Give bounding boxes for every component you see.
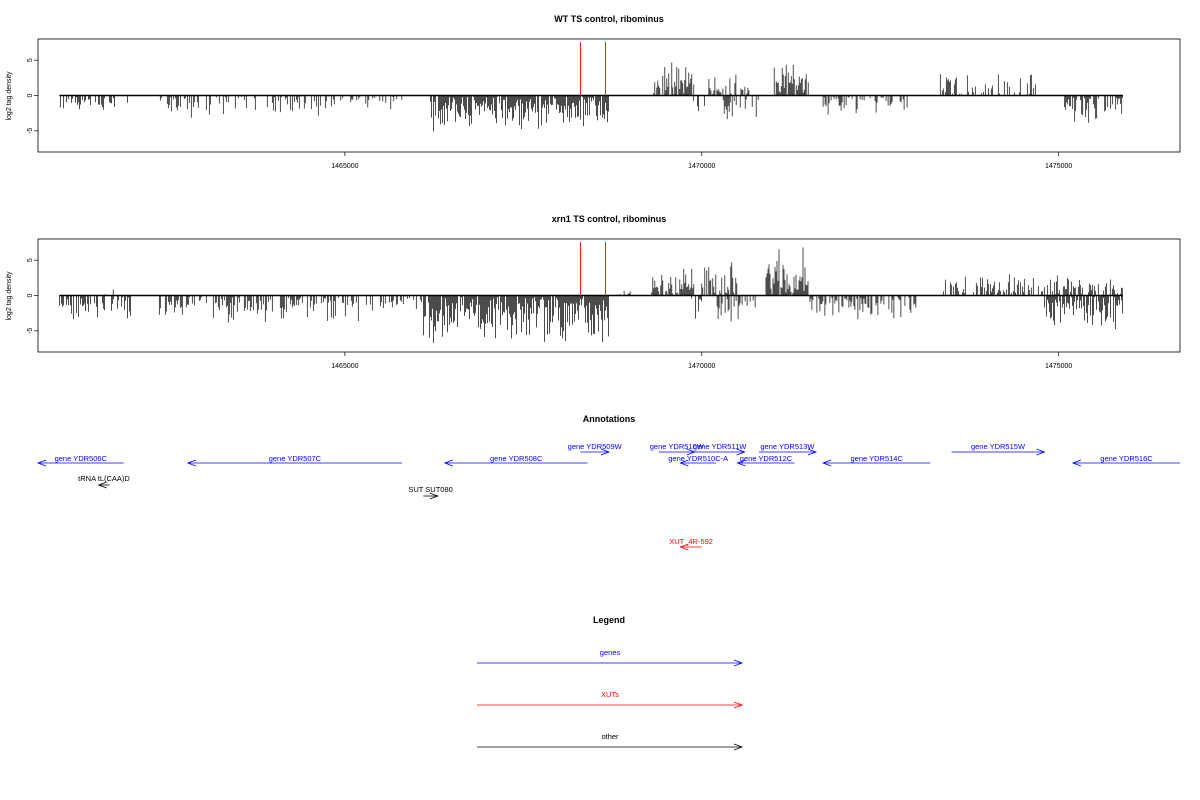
x-tick-label: 1465000 — [331, 363, 358, 370]
wt-axes: -5 0 5 1465000 1470000 1475000 — [27, 58, 1072, 170]
x-tick-label: 1465000 — [331, 163, 358, 170]
legend-entries: genes XUTs other — [477, 648, 744, 751]
y-tick-label: 0 — [27, 93, 34, 97]
feature-label: gene YDR515W — [971, 442, 1026, 451]
feature-label: gene YDR511W — [693, 442, 747, 451]
feature-label: XUT_4R-592 — [669, 537, 713, 546]
y-tick-label: 5 — [27, 258, 34, 262]
xrn1-axes: -5 0 5 1465000 1470000 1475000 — [27, 258, 1072, 370]
feature-arrow-head — [807, 448, 818, 456]
x-tick-label: 1470000 — [688, 363, 715, 370]
feature-label: gene YDR516C — [1100, 454, 1153, 463]
feature-arrow-head — [679, 543, 689, 551]
feature-arrow-head — [97, 481, 107, 489]
feature-arrow-head — [600, 448, 611, 456]
annotations-title: Annotations — [583, 414, 636, 424]
x-tick-label: 1475000 — [1045, 163, 1072, 170]
feature-label: gene YDR508C — [490, 454, 543, 463]
feature-arrow-head — [736, 448, 746, 456]
wt-marks — [59, 42, 1124, 132]
feature-arrow-head — [1036, 448, 1046, 456]
feature-arrow-head — [429, 492, 439, 500]
legend-label: genes — [600, 648, 621, 657]
legend-label: XUTs — [601, 690, 619, 699]
annotations-panel: Annotations gene YDR506C gene YDR507C gene… — [36, 414, 1180, 551]
xrn1-track-title: xrn1 TS control, ribominus — [552, 214, 667, 224]
feature-arrow-head — [443, 459, 453, 467]
legend-title: Legend — [593, 615, 625, 625]
legend-label: other — [601, 732, 619, 741]
feature-label: gene YDR509W — [568, 442, 623, 451]
feature-arrow-head — [821, 459, 832, 467]
legend-arrow-head — [733, 659, 744, 667]
y-tick-label: 0 — [27, 293, 34, 297]
y-tick-label: -5 — [27, 128, 34, 134]
x-tick-label: 1470000 — [688, 163, 715, 170]
feature-label: gene YDR512C — [740, 454, 793, 463]
xrn1-track-panel: xrn1 TS control, ribominus log2 tag dens… — [6, 214, 1181, 370]
wt-track-panel: WT TS control, ribominus log2 tag densit… — [6, 14, 1181, 170]
feature-arrow-head — [736, 459, 746, 467]
feature-label: gene YDR513W — [760, 442, 815, 451]
y-tick-label: 5 — [27, 58, 34, 62]
feature-label: gene YDR507C — [269, 454, 322, 463]
x-tick-label: 1475000 — [1045, 363, 1072, 370]
xrn1-marks — [59, 242, 1123, 343]
xrn1-y-axis-label: log2 tag density — [6, 271, 13, 321]
y-tick-label: -5 — [27, 328, 34, 334]
feature-label: gene YDR514C — [850, 454, 903, 463]
wt-track-title: WT TS control, ribominus — [554, 14, 664, 24]
feature-label: gene YDR510C-A — [668, 454, 728, 463]
legend-arrow-head — [733, 701, 744, 709]
legend-arrow-head — [733, 743, 744, 751]
feature-arrow-head — [186, 459, 197, 467]
legend-panel: Legend genes XUTs other — [477, 615, 744, 751]
feature-label: gene YDR506C — [55, 454, 108, 463]
feature-label: gene YDR510W — [650, 442, 705, 451]
annotation-features: gene YDR506C gene YDR507C gene YDR508C gene… — [36, 442, 1180, 551]
feature-arrow-head — [36, 459, 47, 467]
feature-label: tRNA tL(CAA)D — [78, 474, 130, 483]
feature-arrow-head — [1071, 459, 1082, 467]
wt-y-axis-label: log2 tag density — [6, 71, 13, 121]
feature-arrow-head — [679, 459, 689, 467]
feature-label: SUT SUT080 — [408, 485, 452, 494]
